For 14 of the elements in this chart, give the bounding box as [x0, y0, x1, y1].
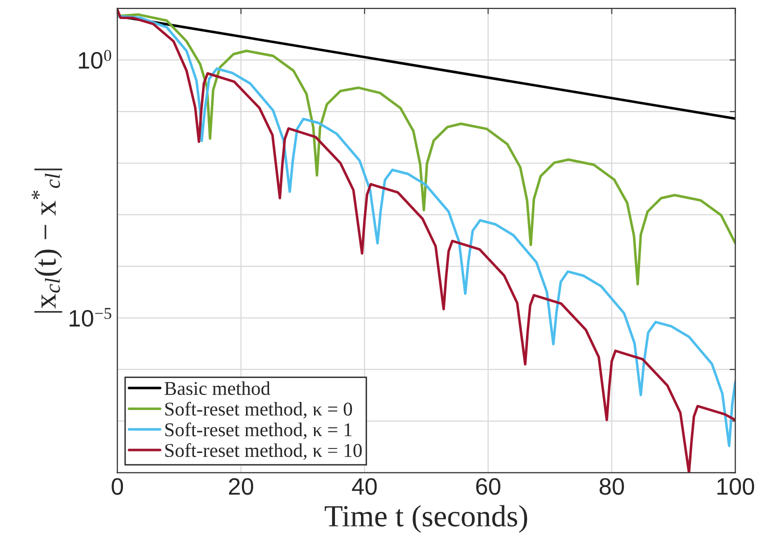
x-tick-label: 0 — [112, 478, 123, 495]
legend-label: Soft-reset method, κ = 1 — [165, 422, 352, 440]
legend-label: Soft-reset method, κ = 10 — [165, 443, 362, 460]
y-tick-label: 10$^{0}$ — [78, 50, 112, 69]
x-tick-label: 100 — [717, 478, 754, 495]
legend-label: Basic method — [164, 381, 270, 396]
x-tick-label: 20 — [229, 478, 254, 495]
x-tick-label: 80 — [600, 478, 624, 495]
legend-label: Soft-reset method, κ = 0 — [165, 402, 352, 418]
x-tick-label: 60 — [476, 478, 500, 495]
x-tick-label: 40 — [352, 478, 377, 495]
x-axis-title: Time t (seconds) — [324, 505, 528, 533]
y-tick-label: 10$^{−5}$ — [70, 308, 112, 327]
y-axis-title: |x$_{cl}$(t) − x$^{*}$$_{cl}$| — [32, 168, 62, 313]
